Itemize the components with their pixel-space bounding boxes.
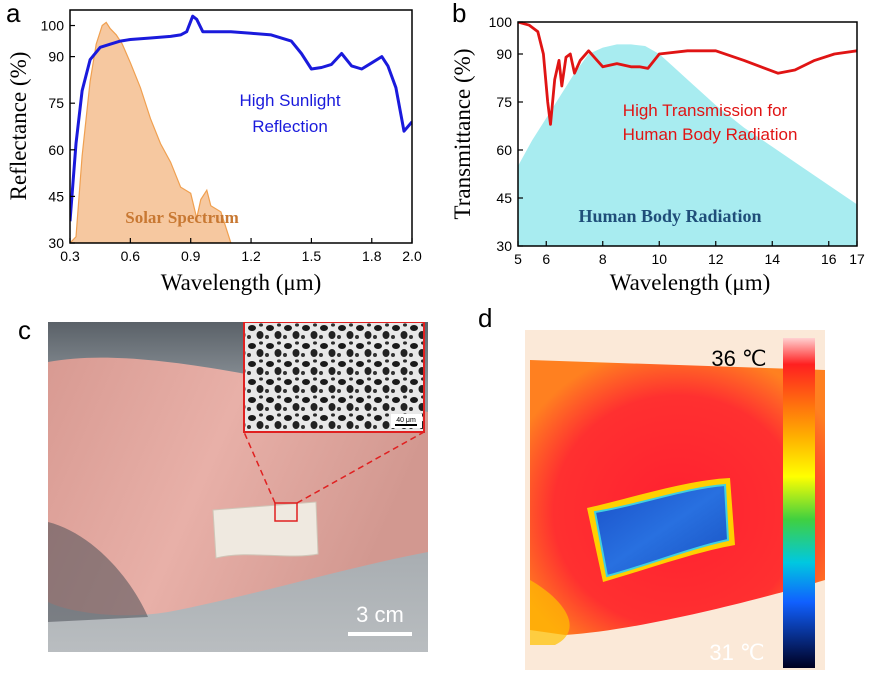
- thermal-edge: [530, 580, 570, 645]
- cold-patch: [593, 483, 730, 578]
- zoom-region: [274, 502, 298, 522]
- x-tick-label: 5: [514, 251, 522, 267]
- series-reflectance-line: [70, 14, 412, 222]
- y-tick-label: 75: [496, 94, 512, 110]
- annotation-reflection: Reflection: [252, 117, 328, 136]
- zoom-line: [296, 431, 425, 504]
- thermal-image: 36 ℃ 31 ℃: [525, 330, 825, 670]
- colorbar-max-label: 36 ℃: [711, 346, 766, 371]
- chart-reflectance: 0.3 0.6 0.9 1.2 1.5 1.8 2.0 30 45 60 75 90 100 High …: [6, 9, 422, 295]
- y-tick-label: 45: [496, 190, 512, 206]
- y-axis-label: Reflectance (%): [6, 52, 31, 201]
- zoom-line: [243, 431, 276, 504]
- annotation-human-body-radiation: Human Body Radiation: [578, 206, 761, 226]
- plot-frame: [69, 9, 413, 244]
- y-tick-label: 30: [48, 235, 64, 251]
- x-tick-label: 1.8: [362, 248, 382, 264]
- y-tick-label: 100: [41, 18, 65, 34]
- annotation-human-body-radiation-line: Human Body Radiation: [623, 125, 798, 144]
- x-tick-label: 1.5: [302, 248, 322, 264]
- chart-transmittance: 5 6 8 10 12 14 16 17 30 45 60 75 90 100 High Transmis…: [450, 14, 865, 295]
- y-tick-label: 30: [496, 238, 512, 254]
- annotation-high-transmission: High Transmission for: [623, 101, 788, 120]
- sem-inset: [243, 322, 425, 433]
- cooling-patch: [212, 501, 319, 559]
- x-tick-label: 14: [764, 251, 780, 267]
- photo-arm-patch: 40 μm 3 cm: [48, 322, 428, 652]
- x-tick-label: 2.0: [402, 248, 422, 264]
- series-transmittance-line: [518, 22, 857, 126]
- x-tick-label: 17: [849, 251, 865, 267]
- panel-label-b: b: [452, 0, 467, 28]
- colorbar: [783, 338, 815, 668]
- y-tick-label: 90: [48, 49, 64, 65]
- y-tick-label: 90: [496, 46, 512, 62]
- y-tick-label: 60: [496, 142, 512, 158]
- y-tick-label: 60: [48, 142, 64, 158]
- y-tick-label: 100: [489, 14, 513, 30]
- colorbar-min-label: 31 ℃: [709, 640, 764, 665]
- x-tick-label: 6: [542, 251, 550, 267]
- x-tick-label: 0.3: [60, 248, 80, 264]
- x-tick-label: 16: [821, 251, 837, 267]
- x-tick-label: 12: [708, 251, 724, 267]
- plot-frame: [517, 21, 858, 247]
- x-tick-label: 0.6: [121, 248, 141, 264]
- shadow: [48, 522, 148, 622]
- x-tick-label: 10: [651, 251, 667, 267]
- panel-label-c: c: [18, 315, 31, 345]
- panel-label-a: a: [6, 0, 21, 28]
- x-axis-label: Wavelength (μm): [610, 270, 771, 295]
- series-body-radiation-area: [518, 44, 857, 246]
- inset-scale-label: 40 μm: [396, 417, 416, 424]
- x-tick-label: 0.9: [181, 248, 201, 264]
- annotation-solar-spectrum: Solar Spectrum: [125, 208, 239, 227]
- annotation-high-sunlight: High Sunlight: [239, 91, 340, 110]
- scale-label: 3 cm: [356, 602, 404, 627]
- panel-label-d: d: [478, 303, 493, 333]
- x-tick-label: 1.2: [241, 248, 261, 264]
- y-tick-label: 75: [48, 95, 64, 111]
- series-solar-spectrum-area: [70, 21, 232, 243]
- x-tick-label: 8: [599, 251, 607, 267]
- y-axis-label: Transmittance (%): [450, 49, 475, 220]
- x-axis-label: Wavelength (μm): [161, 270, 322, 295]
- y-tick-label: 45: [48, 188, 64, 204]
